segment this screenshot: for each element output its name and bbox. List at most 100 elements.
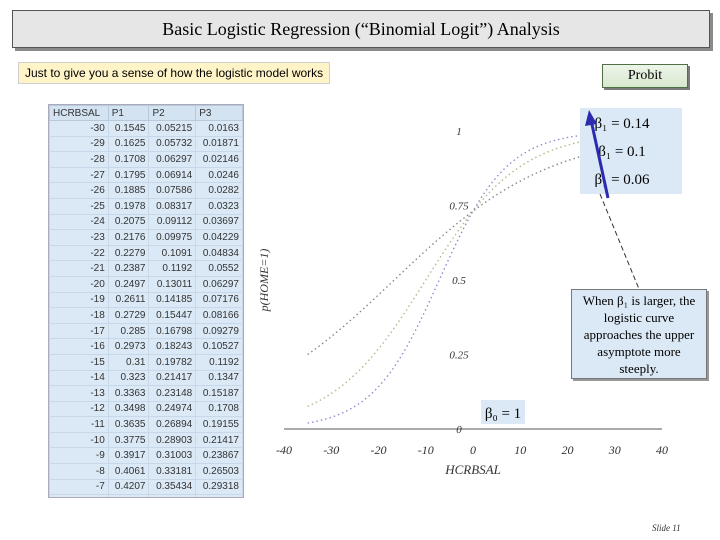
table-cell: 0.08317 bbox=[148, 197, 197, 215]
table-cell: 0.06297 bbox=[148, 151, 197, 168]
table-cell: 0.06914 bbox=[148, 166, 197, 184]
table-cell: 0.2497 bbox=[107, 275, 150, 293]
table-cell: 0.1885 bbox=[107, 182, 150, 199]
probit-button[interactable]: Probit bbox=[602, 64, 688, 88]
table-cell: 0.33181 bbox=[148, 463, 197, 480]
table-cell: 0.04229 bbox=[195, 229, 243, 246]
table-cell: 0.14185 bbox=[148, 291, 197, 309]
x-tick-label: 30 bbox=[608, 443, 621, 457]
table-cell: -20 bbox=[49, 275, 109, 293]
table-cell: 0.28903 bbox=[148, 431, 197, 449]
table-cell: 0.2729 bbox=[107, 307, 150, 324]
table-row: -29 0.1625 0.05732 0.01871 bbox=[49, 135, 243, 153]
table-header-row: HCRBSAL P1 P2 P3 bbox=[49, 105, 243, 121]
table-cell: 0.3775 bbox=[107, 431, 150, 449]
y-tick-label: 0.75 bbox=[449, 201, 469, 213]
table-cell: 0.29318 bbox=[195, 478, 243, 496]
table-cell: 0.13011 bbox=[148, 275, 197, 293]
column-header: HCRBSAL bbox=[49, 105, 109, 121]
table-cell: 0.15187 bbox=[195, 385, 243, 402]
table-cell: 0.1347 bbox=[195, 369, 243, 387]
table-cell: 0.3363 bbox=[107, 385, 150, 402]
table-cell: -11 bbox=[49, 416, 109, 433]
table-cell: -28 bbox=[49, 151, 109, 168]
table-row: -7 0.4207 0.35434 0.29318 bbox=[49, 478, 243, 496]
legend-entry: β₁ = 0.1 bbox=[598, 144, 646, 160]
table-cell: 0.07586 bbox=[148, 182, 197, 199]
table-row: -23 0.2176 0.09975 0.04229 bbox=[49, 229, 243, 246]
table-cell: -21 bbox=[49, 260, 109, 277]
table-cell: 0.08166 bbox=[195, 307, 243, 324]
table-row: -25 0.1978 0.08317 0.0323 bbox=[49, 197, 243, 215]
x-axis-label: HCRBSAL bbox=[444, 462, 501, 477]
table-cell: 0.04834 bbox=[195, 244, 243, 262]
subtitle-note: Just to give you a sense of how the logi… bbox=[18, 62, 331, 84]
table-cell: 0.31 bbox=[107, 353, 150, 371]
table-cell: 0.1708 bbox=[107, 151, 150, 168]
table-cell: 0.23867 bbox=[195, 447, 243, 465]
pointer-arrow-head bbox=[585, 110, 597, 126]
y-axis-label: p(HOME=1) bbox=[257, 249, 271, 313]
table-cell: 0.2176 bbox=[107, 229, 150, 246]
table-cell: 0.323 bbox=[107, 369, 150, 387]
intercept-label: β₀ = 1 bbox=[485, 406, 521, 422]
table-cell: 0.2279 bbox=[107, 244, 150, 262]
table-cell: 0.0323 bbox=[195, 197, 243, 215]
x-tick-label: 0 bbox=[470, 443, 476, 457]
table-cell: 0.21417 bbox=[148, 369, 197, 387]
x-tick-label: -10 bbox=[418, 443, 434, 457]
table-cell: 0.21417 bbox=[195, 431, 243, 449]
table-cell: -23 bbox=[49, 229, 109, 246]
x-tick-label: 10 bbox=[514, 443, 526, 457]
table-cell: 0.37754 bbox=[148, 494, 197, 497]
pointer-arrow bbox=[589, 119, 610, 199]
table-cell: 0.1708 bbox=[195, 400, 243, 418]
table-row: -12 0.3498 0.24974 0.1708 bbox=[49, 400, 243, 418]
table-row: -9 0.3917 0.31003 0.23867 bbox=[49, 447, 243, 465]
table-cell: 0.09112 bbox=[148, 213, 197, 231]
table-row: -60.43540.377540.323 bbox=[49, 494, 243, 497]
table-cell: 0.35434 bbox=[148, 478, 197, 496]
x-tick-label: -40 bbox=[276, 443, 292, 457]
table-row: -8 0.4061 0.33181 0.26503 bbox=[49, 463, 243, 480]
table-cell: 0.4207 bbox=[107, 478, 150, 496]
intercept-label-box bbox=[481, 400, 525, 424]
table-cell: 0.16798 bbox=[148, 322, 197, 340]
table-row: -30 0.1545 0.05215 0.0163 bbox=[49, 120, 243, 137]
table-cell: 0.06297 bbox=[195, 275, 243, 293]
x-tick-label: 40 bbox=[656, 443, 668, 457]
table-cell: 0.02146 bbox=[195, 151, 243, 168]
table-cell: 0.26503 bbox=[195, 463, 243, 480]
table-row: -13 0.3363 0.23148 0.15187 bbox=[49, 385, 243, 402]
table-row: -28 0.1708 0.06297 0.02146 bbox=[49, 151, 243, 168]
table-cell: 0.09975 bbox=[148, 229, 197, 246]
table-cell: -14 bbox=[49, 369, 109, 387]
table-cell: -18 bbox=[49, 307, 109, 324]
table-cell: -29 bbox=[49, 135, 109, 153]
table-cell: 0.3498 bbox=[107, 400, 150, 418]
table-cell: 0.19155 bbox=[195, 416, 243, 433]
table-cell: 0.23148 bbox=[148, 385, 197, 402]
callout-line: When β₁ is larger, the bbox=[582, 293, 696, 308]
table-cell: 0.05732 bbox=[148, 135, 197, 153]
table-cell: 0.285 bbox=[107, 322, 150, 340]
table-cell: 0.1545 bbox=[107, 120, 150, 137]
table-cell: 0.1091 bbox=[148, 244, 197, 262]
legend-entry: β₁ = 0.14 bbox=[594, 116, 650, 132]
table-cell: -25 bbox=[49, 197, 109, 215]
table-row: -14 0.323 0.21417 0.1347 bbox=[49, 369, 243, 387]
table-cell: 0.07176 bbox=[195, 291, 243, 309]
table-cell: 0.03697 bbox=[195, 213, 243, 231]
column-header: P2 bbox=[148, 105, 197, 121]
table-row: -17 0.285 0.16798 0.09279 bbox=[49, 322, 243, 340]
table-cell: -30 bbox=[49, 120, 109, 137]
callout-line: asymptote more bbox=[597, 344, 681, 359]
table-cell: -13 bbox=[49, 385, 109, 402]
leader-line bbox=[599, 193, 640, 290]
x-tick-label: 20 bbox=[562, 443, 574, 457]
table-cell: 0.0246 bbox=[195, 166, 243, 184]
table-cell: 0.24974 bbox=[148, 400, 197, 418]
table-cell: 0.1192 bbox=[195, 353, 243, 371]
table-cell: -6 bbox=[49, 494, 109, 497]
table-row: -24 0.2075 0.09112 0.03697 bbox=[49, 213, 243, 231]
